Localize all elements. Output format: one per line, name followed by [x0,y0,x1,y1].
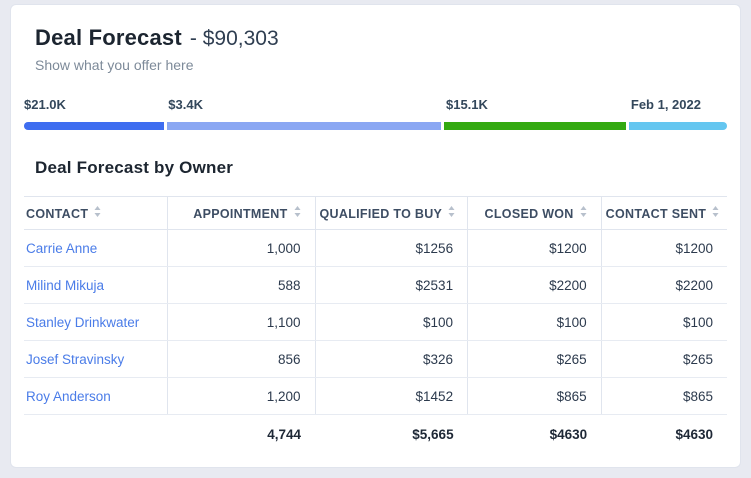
table-header-row: CONTACT APPOINTMENT QUALIFIED TO BUY CLO… [24,196,727,230]
appointment-value: 1,100 [166,303,316,341]
contact-link[interactable]: Carrie Anne [26,240,98,256]
closed-won-value: $2200 [467,266,602,304]
totals-empty-cell [24,415,167,455]
segment-label: Feb 1, 2022 [630,97,701,112]
progress-segment[interactable] [166,122,441,130]
appointment-value: 588 [166,266,316,304]
closed-won-value: $1200 [467,229,602,267]
total-qualified: $5,665 [412,427,454,443]
table-row: Carrie Anne 1,000 $1256 $1200 $1200 [24,229,727,267]
contact-sent-value: $265 [600,340,727,378]
appointment-value: 1,000 [166,229,316,267]
table-row: Stanley Drinkwater 1,100 $100 $100 $100 [24,303,727,341]
sort-icon[interactable] [580,205,587,217]
table-row: Milind Mikuja 588 $2531 $2200 $2200 [24,266,727,304]
segment-label: $21.0K [24,97,66,112]
forecast-progress-bar [24,122,727,130]
forecast-progress: $21.0K $3.4K $15.1K Feb 1, 2022 [24,97,727,130]
column-header-closed-won[interactable]: CLOSED WON [467,196,602,230]
contact-link[interactable]: Josef Stravinsky [26,351,125,367]
total-closed-won: $4630 [549,427,588,443]
qualified-value: $2531 [314,266,468,304]
column-header-appointment[interactable]: APPOINTMENT [166,196,316,230]
qualified-value: $1452 [314,377,468,415]
forecast-total-amount: - $90,303 [189,27,279,50]
forecast-progress-labels: $21.0K $3.4K $15.1K Feb 1, 2022 [24,97,727,115]
page-subtitle: Show what you offer here [35,57,194,73]
contact-sent-value: $2200 [600,266,727,304]
page-title: Deal Forecast [35,25,182,50]
sort-icon[interactable] [448,205,455,217]
contact-sent-value: $100 [600,303,727,341]
progress-segment[interactable] [443,122,627,130]
contact-sent-value: $865 [600,377,727,415]
segment-label: $15.1K [445,97,488,112]
deal-forecast-table: CONTACT APPOINTMENT QUALIFIED TO BUY CLO… [24,196,727,455]
progress-segment[interactable] [24,122,164,130]
card-header: Deal Forecast - $90,303 Show what you of… [24,25,727,73]
contact-link[interactable]: Milind Mikuja [26,277,105,293]
column-header-contact[interactable]: CONTACT [24,196,168,230]
table-row: Roy Anderson 1,200 $1452 $865 $865 [24,377,727,415]
sort-icon[interactable] [294,205,301,217]
column-header-contact-sent[interactable]: CONTACT SENT [600,196,727,230]
appointment-value: 1,200 [166,377,316,415]
table-totals-row: 4,744 $5,665 $4630 $4630 [24,415,727,455]
contact-link[interactable]: Roy Anderson [26,388,111,404]
appointment-value: 856 [166,340,316,378]
qualified-value: $100 [314,303,468,341]
total-contact-sent: $4630 [675,427,713,443]
closed-won-value: $100 [467,303,602,341]
qualified-value: $1256 [314,229,468,267]
closed-won-value: $865 [467,377,602,415]
closed-won-value: $265 [467,340,602,378]
table-row: Josef Stravinsky 856 $326 $265 $265 [24,340,727,378]
sort-icon[interactable] [712,205,719,217]
contact-sent-value: $1200 [600,229,727,267]
column-header-qualified-to-buy[interactable]: QUALIFIED TO BUY [314,196,468,230]
deal-forecast-card: Deal Forecast - $90,303 Show what you of… [10,4,741,468]
sort-icon[interactable] [94,205,101,217]
progress-segment[interactable] [629,122,727,130]
total-appointment: 4,744 [267,427,302,443]
segment-label: $3.4K [168,97,203,112]
contact-link[interactable]: Stanley Drinkwater [26,314,140,330]
qualified-value: $326 [314,340,468,378]
table-section-title: Deal Forecast by Owner [35,158,234,177]
